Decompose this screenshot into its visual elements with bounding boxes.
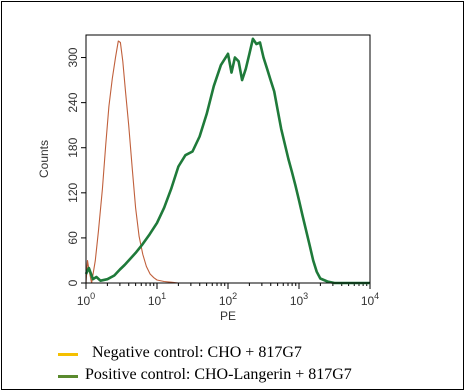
legend-label-positive: Positive control: CHO-Langerin + 817G7 [85,366,352,383]
legend-item-negative-control: Negative control: CHO + 817G7 [52,343,462,365]
y-tick-label: 300 [66,47,80,67]
y-tick-label: 60 [66,231,80,245]
legend-swatch-negative [58,353,78,356]
x-tick-label: 102 [219,291,237,308]
x-tick-label: 104 [361,291,379,308]
negative-control-line [85,40,228,284]
legend-item-positive-control: Positive control: CHO-Langerin + 817G7 [52,365,462,387]
plot-area-frame [85,34,371,284]
legend-swatch-positive [58,375,78,378]
y-tick-label: 0 [66,279,80,286]
x-axis-label: PE [220,309,236,323]
legend: Negative control: CHO + 817G7 Positive c… [52,343,462,387]
histogram-chart: 0 60 120 180 240 300 100 101 102 103 104 Counts P… [37,34,379,323]
y-tick-label: 120 [66,182,80,202]
y-axis-label: Counts [37,140,51,178]
positive-control-line [84,37,370,285]
x-axis-ticks: 100 101 102 103 104 [77,283,379,308]
series-lines [84,37,370,285]
y-tick-label: 180 [66,137,80,157]
x-tick-label: 101 [148,291,166,308]
y-axis-ticks: 0 60 120 180 240 300 [66,47,86,286]
x-tick-label: 100 [77,291,95,308]
y-tick-label: 240 [66,92,80,112]
x-tick-label: 103 [290,291,308,308]
legend-label-negative: Negative control: CHO + 817G7 [92,344,302,361]
